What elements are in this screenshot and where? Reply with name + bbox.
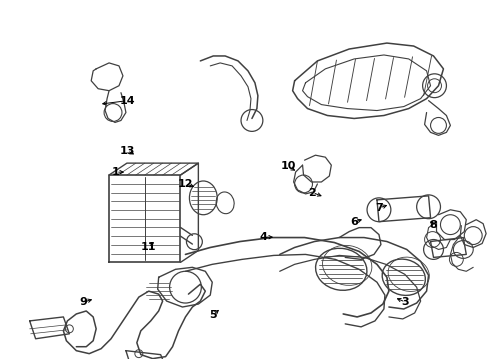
Text: 7: 7 <box>375 203 383 213</box>
Text: 8: 8 <box>429 220 437 230</box>
Text: 5: 5 <box>209 310 216 320</box>
Text: 10: 10 <box>280 161 295 171</box>
Text: 14: 14 <box>119 96 135 106</box>
Text: 3: 3 <box>401 297 408 307</box>
Text: 4: 4 <box>260 232 267 242</box>
Text: 13: 13 <box>119 146 135 156</box>
Text: 12: 12 <box>177 179 193 189</box>
Text: 2: 2 <box>308 188 316 198</box>
Text: 6: 6 <box>349 217 357 227</box>
Text: 1: 1 <box>112 167 120 177</box>
Text: 11: 11 <box>141 242 156 252</box>
Text: 9: 9 <box>80 297 87 307</box>
